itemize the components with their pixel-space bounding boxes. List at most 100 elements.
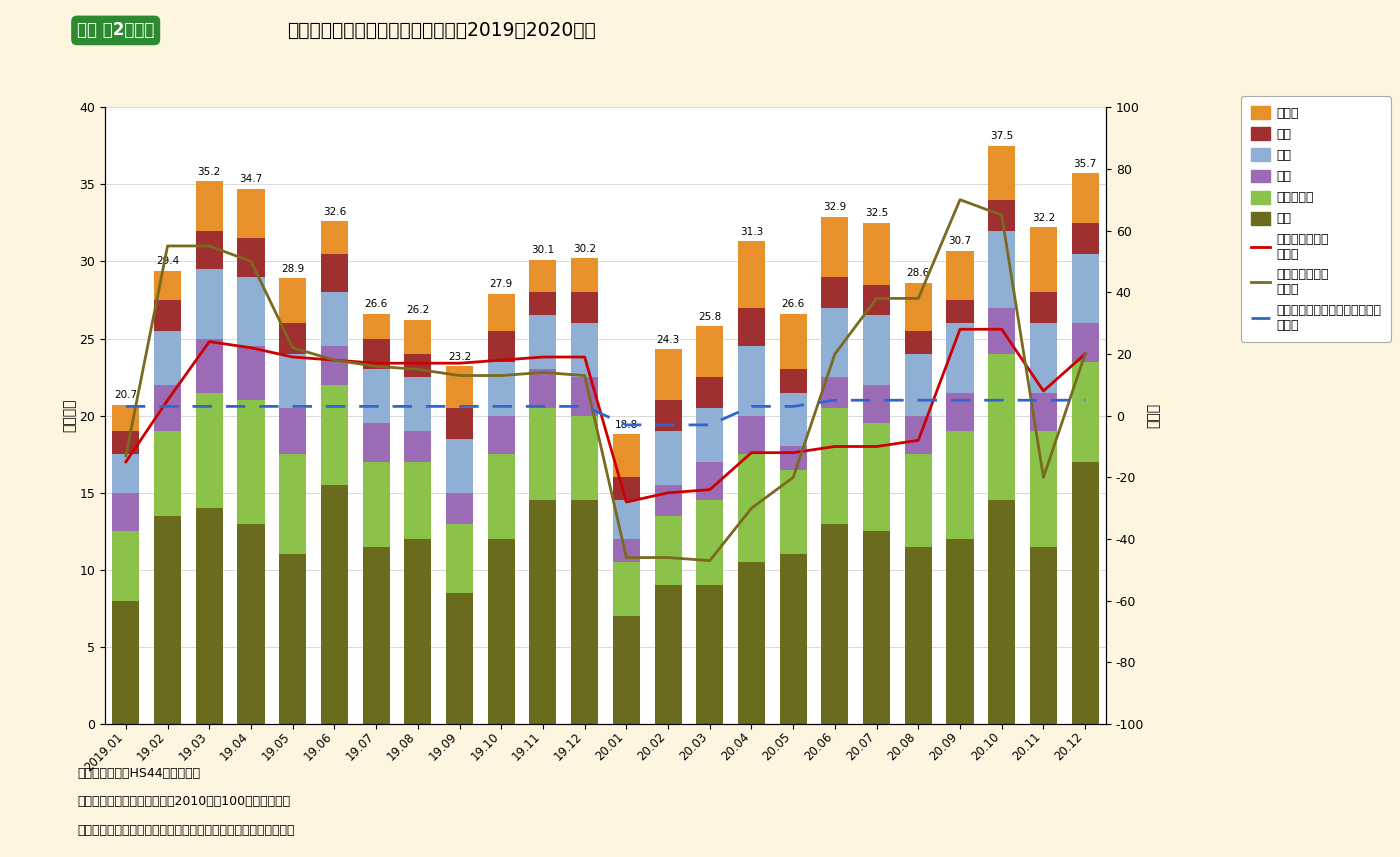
Bar [363,423,389,462]
Bar [279,554,307,724]
Bar [988,500,1015,724]
Bar [154,516,181,724]
Bar [862,315,890,385]
Bar [279,354,307,408]
Bar [946,323,973,393]
Bar [780,393,806,446]
Legend: その他, 台湾, 米国, 韙国, フィリピン, 中国, 全体（前年比：
右軸）, 中国（前年比：
右軸）, 中国鉱工業生産指数（前年比：
右軸）: その他, 台湾, 米国, 韙国, フィリピン, 中国, 全体（前年比： 右軸）,… [1240,96,1392,342]
Bar [1071,323,1099,362]
Text: 25.8: 25.8 [699,312,721,321]
Bar [571,500,598,724]
Bar [822,217,848,277]
Bar [154,431,181,516]
Bar [862,531,890,724]
Text: 32.5: 32.5 [865,208,888,219]
Bar [946,300,973,323]
Bar [196,231,223,269]
Bar [738,416,764,454]
Bar [1071,362,1099,462]
Bar [1071,223,1099,254]
Text: 資料 牔2２－３: 資料 牔2２－３ [77,21,154,39]
Bar [112,431,140,454]
Bar [447,408,473,439]
Bar [529,292,556,315]
Bar [613,539,640,562]
Bar [405,354,431,377]
Text: 26.6: 26.6 [364,299,388,309]
Bar [1030,547,1057,724]
Bar [487,294,515,331]
Bar [112,601,140,724]
Bar [238,524,265,724]
Bar [447,593,473,724]
Bar [655,485,682,516]
Bar [571,323,598,377]
Bar [988,146,1015,200]
Bar [1030,323,1057,393]
Text: 32.2: 32.2 [1032,213,1056,223]
Bar [487,416,515,454]
Bar [321,385,349,485]
Bar [447,524,473,593]
Bar [238,400,265,524]
Bar [529,315,556,369]
Bar [363,462,389,547]
Bar [447,439,473,493]
Text: 24.3: 24.3 [657,335,679,345]
Text: 資料：財務省「貳易統計」、中国国家統計局「鉱工業生産指数」: 資料：財務省「貳易統計」、中国国家統計局「鉱工業生産指数」 [77,824,294,837]
Bar [154,271,181,300]
Text: 29.4: 29.4 [155,256,179,266]
Bar [112,454,140,493]
Bar [655,516,682,585]
Bar [405,539,431,724]
Text: 我が国における木材輸出額の動向（2019～2020年）: 我が国における木材輸出額の動向（2019～2020年） [287,21,596,40]
Bar [655,400,682,431]
Text: 26.6: 26.6 [781,299,805,309]
Text: 31.3: 31.3 [739,227,763,237]
Bar [1071,173,1099,223]
Bar [321,346,349,385]
Bar [822,377,848,408]
Bar [822,408,848,524]
Bar [154,300,181,331]
Bar [780,314,806,369]
Bar [238,189,265,238]
Bar [196,339,223,393]
Bar [529,260,556,292]
Bar [447,366,473,408]
Bar [738,242,764,308]
Bar [529,408,556,500]
Text: 23.2: 23.2 [448,351,472,362]
Bar [112,493,140,531]
Bar [738,308,764,346]
Text: 28.9: 28.9 [281,264,304,273]
Bar [571,377,598,416]
Bar [946,539,973,724]
Bar [780,554,806,724]
Bar [946,431,973,539]
Bar [279,323,307,354]
Bar [655,585,682,724]
Bar [1030,393,1057,431]
Text: 27.9: 27.9 [490,279,512,289]
Bar [613,616,640,724]
Bar [613,434,640,477]
Bar [279,408,307,454]
Bar [904,283,932,331]
Bar [154,331,181,385]
Bar [862,223,890,285]
Bar [862,423,890,531]
Bar [780,470,806,554]
Bar [696,585,724,724]
Bar [363,369,389,423]
Text: 37.5: 37.5 [990,131,1014,141]
Bar [862,385,890,423]
Bar [363,547,389,724]
Text: 注１：輸出額はHS44類の合計。: 注１：輸出額はHS44類の合計。 [77,767,200,780]
Bar [822,524,848,724]
Text: 30.2: 30.2 [573,243,596,254]
Bar [613,477,640,500]
Bar [487,331,515,362]
Bar [822,277,848,308]
Bar [571,258,598,292]
